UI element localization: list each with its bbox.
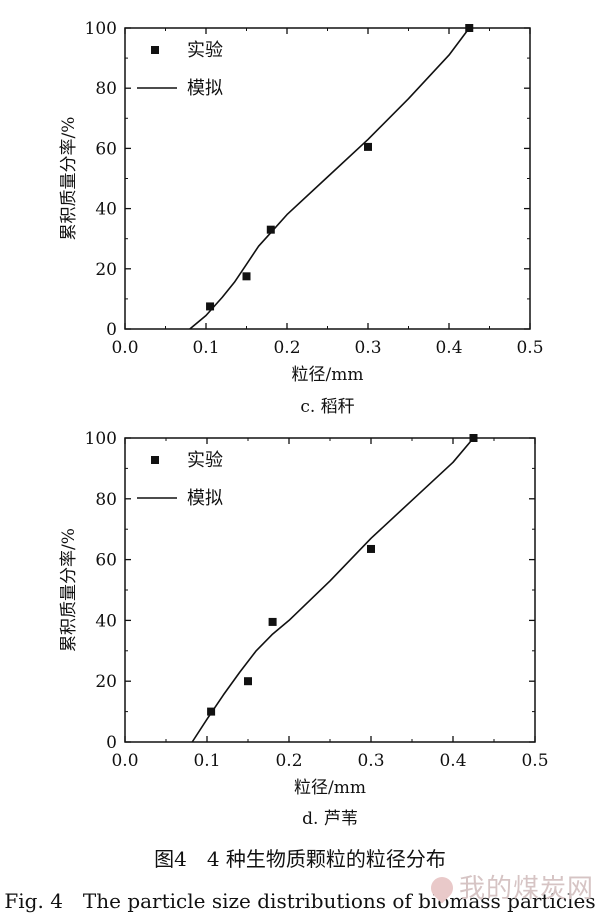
y-tick-label: 80 (95, 79, 117, 99)
x-tick-label: 0.3 (354, 338, 381, 358)
y-tick-label: 80 (95, 490, 117, 510)
experiment-point (268, 617, 277, 626)
x-tick-label: 0.5 (521, 751, 548, 771)
experiment-point (206, 302, 215, 311)
y-tick-label: 0 (106, 733, 117, 753)
watermark-text: 我的煤炭网 (458, 874, 594, 904)
watermark: 我的煤炭网 (426, 868, 594, 905)
x-tick-label: 0.0 (111, 751, 138, 771)
x-axis-label: 粒径/mm (292, 365, 364, 385)
legend-label-simulation: 模拟 (187, 78, 223, 99)
experiment-point (207, 707, 216, 716)
experiment-point (244, 677, 252, 686)
y-axis-label: 累积质量分率/% (59, 117, 79, 241)
experiment-point (364, 142, 372, 151)
watermark-logo-icon (426, 872, 458, 904)
legend-label-simulation: 模拟 (187, 488, 223, 509)
y-tick-label: 0 (106, 320, 117, 340)
x-tick-label: 0.2 (275, 751, 302, 771)
x-axis-label: 粒径/mm (294, 778, 366, 798)
y-tick-label: 40 (95, 611, 117, 631)
plot-frame (124, 437, 536, 743)
y-tick-label: 60 (95, 551, 117, 571)
x-tick-label: 0.0 (111, 338, 138, 358)
y-tick-label: 20 (95, 260, 117, 280)
y-axis-label: 累积质量分率/% (59, 528, 79, 652)
y-tick-label: 100 (85, 19, 117, 39)
experiment-point (242, 272, 251, 281)
legend-label-experiment: 实验 (187, 450, 223, 471)
y-tick-label: 100 (85, 429, 117, 449)
x-tick-label: 0.4 (439, 751, 466, 771)
chart-rice-straw: 0.0 0.1 0.2 0.3 0.4 0.5 0 20 40 60 80 100 粒径/mm 累积质量分… (59, 19, 544, 417)
experiment-point (469, 434, 478, 442)
caption-en: Fig. 4 The particle size distributions o… (4, 889, 595, 913)
simulation-line (189, 27, 470, 330)
legend-label-experiment: 实验 (187, 40, 223, 61)
y-tick-label: 20 (95, 672, 117, 692)
chart-subtitle: d. 芦苇 (302, 809, 358, 829)
caption-cn: 图4 4 种生物质颗粒的粒径分布 (154, 847, 446, 871)
y-tick-label: 60 (95, 139, 117, 159)
x-tick-label: 0.2 (273, 338, 300, 358)
plot-frame (124, 27, 531, 330)
legend-marker-experiment (151, 46, 159, 54)
x-tick-label: 0.1 (192, 338, 219, 358)
x-tick-label: 0.3 (357, 751, 384, 771)
x-tick-label: 0.1 (193, 751, 220, 771)
legend-marker-experiment (151, 456, 159, 464)
simulation-line (191, 437, 475, 743)
chart-reed: 0.0 0.1 0.2 0.3 0.4 0.5 0 20 40 60 80 100 粒径/mm 累积质量分… (59, 429, 549, 829)
x-tick-label: 0.5 (516, 338, 543, 358)
experiment-point (465, 24, 474, 32)
chart-subtitle: c. 稻秆 (300, 397, 354, 417)
experiment-point (367, 544, 375, 553)
x-tick-label: 0.4 (435, 338, 462, 358)
y-tick-label: 40 (95, 200, 117, 220)
experiment-point (266, 225, 275, 234)
